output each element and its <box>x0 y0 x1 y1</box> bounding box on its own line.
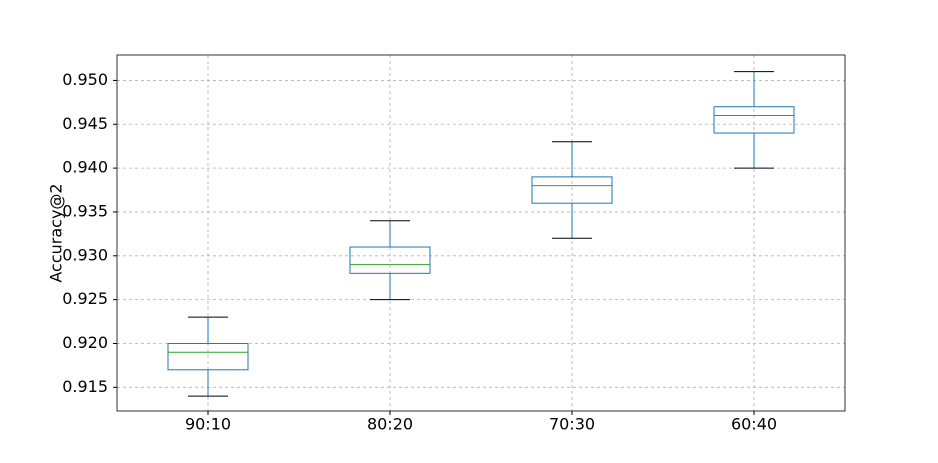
y-tick-label: 0.935 <box>62 201 108 220</box>
x-tick-label: 70:30 <box>549 415 595 434</box>
plot-frame <box>116 54 846 412</box>
y-tick-label: 0.930 <box>62 245 108 264</box>
box <box>531 176 613 204</box>
y-tick-label: 0.915 <box>62 377 108 396</box>
box <box>713 106 795 134</box>
y-tick-label: 0.950 <box>62 70 108 89</box>
y-tick-label: 0.920 <box>62 333 108 352</box>
x-tick-label: 80:20 <box>367 415 413 434</box>
y-tick-label: 0.940 <box>62 158 108 177</box>
y-axis-label: Accuracy@2 <box>47 183 66 282</box>
x-tick-label: 60:40 <box>731 415 777 434</box>
y-tick-label: 0.925 <box>62 289 108 308</box>
box <box>167 342 249 371</box>
y-tick-label: 0.945 <box>62 114 108 133</box>
x-tick-label: 90:10 <box>185 415 231 434</box>
box <box>349 246 431 274</box>
